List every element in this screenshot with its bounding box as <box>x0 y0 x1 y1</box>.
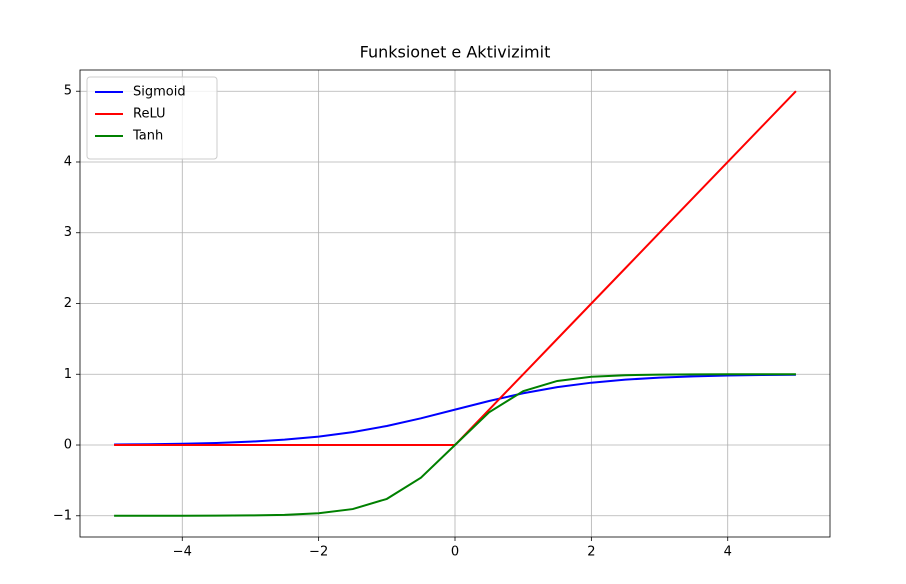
plot-frame <box>79 69 831 538</box>
y-tick-label: 3 <box>64 225 72 240</box>
y-tick-label: 5 <box>64 84 72 99</box>
x-tick-label: −4 <box>173 545 192 560</box>
x-tick-label: 0 <box>451 545 459 560</box>
y-tick-label: 1 <box>64 367 72 382</box>
x-tick-label: −2 <box>309 545 328 560</box>
y-tick-label: −1 <box>53 508 72 523</box>
legend-label: Sigmoid <box>133 85 186 100</box>
legend-label: ReLU <box>133 107 166 122</box>
y-tick-label: 0 <box>64 438 72 453</box>
line-series <box>114 373 796 517</box>
legend-label: Tanh <box>132 129 163 144</box>
x-tick-label: 4 <box>724 545 732 560</box>
y-tick-label: 2 <box>64 296 72 311</box>
x-tick-label: 2 <box>587 545 595 560</box>
legend: Sigmoid ReLU Tanh <box>86 76 218 160</box>
chart-title: Funksionet e Aktivizimit <box>360 43 551 62</box>
y-tick-label: 4 <box>64 154 72 169</box>
legend-box <box>86 76 218 160</box>
line-series <box>114 373 796 446</box>
